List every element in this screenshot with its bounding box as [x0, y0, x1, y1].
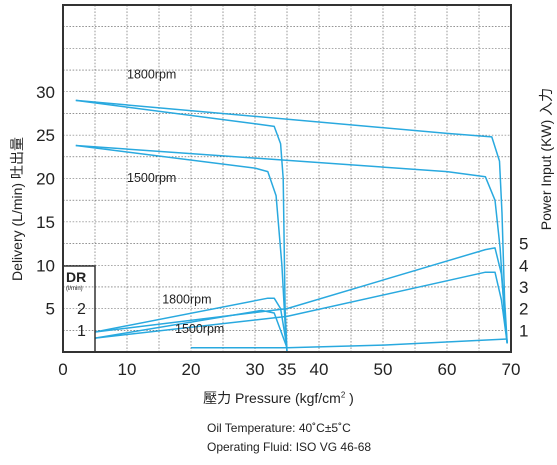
- right-axis-label: Power Input (KW) 入力: [538, 88, 554, 230]
- right-tick-label: 1: [519, 321, 528, 340]
- power-curve: [191, 338, 508, 349]
- curve-label: 1800rpm: [127, 68, 176, 82]
- x-tick-label: 30: [246, 360, 265, 379]
- x-axis-label-suffix: ): [345, 390, 354, 406]
- curve-label: 1500rpm: [127, 171, 176, 185]
- delivery-curve: [75, 99, 508, 344]
- y-tick-label: 10: [36, 256, 55, 275]
- operating-fluid-note: Operating Fluid: ISO VG 46-68: [207, 440, 372, 454]
- y-tick-label: 15: [36, 213, 55, 232]
- power-curve: [94, 309, 288, 348]
- x-axis-label-superscript: 2: [340, 390, 346, 400]
- y-axis-label: Delivery (L/min) 吐出量: [9, 137, 25, 281]
- curve-label: 1800rpm: [162, 292, 211, 306]
- right-tick-label: 4: [519, 256, 528, 275]
- power-curve: [94, 271, 508, 344]
- plot-frame: [62, 4, 512, 353]
- power-curve: [94, 247, 508, 344]
- x-tick-label: 40: [310, 360, 329, 379]
- curve-label: 1500rpm: [175, 322, 224, 336]
- y-tick-label: 5: [46, 300, 55, 319]
- delivery-curve: [75, 144, 288, 353]
- dr-title: DR: [66, 269, 86, 285]
- curve-labels: 1800rpm 1500rpm 1800rpm 1500rpm: [127, 68, 224, 336]
- x-tick-label: 70: [502, 360, 521, 379]
- x-axis-label: 壓力 Pressure (kgf/cm2 ): [0, 388, 557, 408]
- right-tick-label: 5: [519, 235, 528, 254]
- x-tick-label: 60: [438, 360, 457, 379]
- dr-box: [62, 265, 96, 353]
- curves: [75, 99, 508, 353]
- y-tick-label: 30: [36, 83, 55, 102]
- dr-unit: (l/min): [66, 286, 83, 292]
- oil-temperature-note: Oil Temperature: 40˚C±5˚C: [207, 421, 351, 435]
- delivery-curve: [75, 99, 288, 353]
- power-curve: [94, 297, 288, 348]
- grid-lines: [63, 5, 511, 352]
- y-tick-label: 25: [36, 126, 55, 145]
- dr-value-2: 2: [77, 301, 86, 318]
- x-axis-label-prefix: 壓力 Pressure (kgf/cm: [203, 390, 341, 406]
- dr-value-1: 1: [77, 323, 86, 340]
- x-tick-label: 20: [182, 360, 201, 379]
- tick-labels: 0 10 20 30 35 40 50 60 70 5 10 15 20 25 30 1 2 3 4 5: [36, 83, 528, 379]
- x-tick-label: 10: [118, 360, 137, 379]
- y-tick-label: 20: [36, 170, 55, 189]
- x-tick-label: 35: [278, 360, 297, 379]
- x-tick-label: 0: [58, 360, 67, 379]
- x-tick-label: 50: [374, 360, 393, 379]
- right-tick-label: 3: [519, 278, 528, 297]
- right-tick-label: 2: [519, 300, 528, 319]
